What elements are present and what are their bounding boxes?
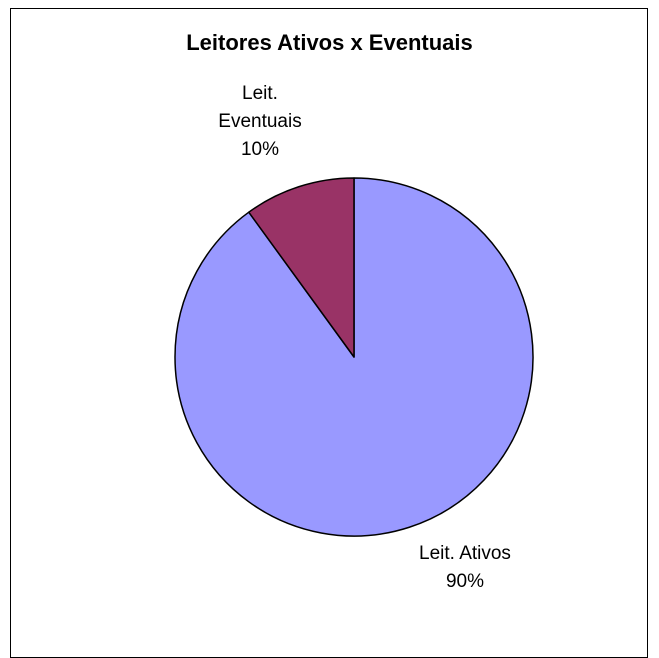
slice-label-eventuais-percent: 10% bbox=[240, 139, 280, 160]
slice-label-ativos: Leit. Ativos 90% bbox=[395, 540, 535, 596]
pie-slice-ativos bbox=[174, 177, 534, 537]
slice-label-eventuais-name-line2: Eventuais bbox=[218, 111, 302, 132]
chart-title: Leitores Ativos x Eventuais bbox=[186, 30, 473, 55]
slice-label-ativos-percent: 90% bbox=[445, 571, 485, 592]
pie-slice-eventuais bbox=[248, 177, 355, 358]
slice-label-eventuais: Leit. Eventuais 10% bbox=[190, 80, 330, 164]
slice-label-ativos-name: Leit. Ativos bbox=[419, 543, 511, 564]
slice-label-eventuais-name-line1: Leit. bbox=[242, 83, 278, 104]
